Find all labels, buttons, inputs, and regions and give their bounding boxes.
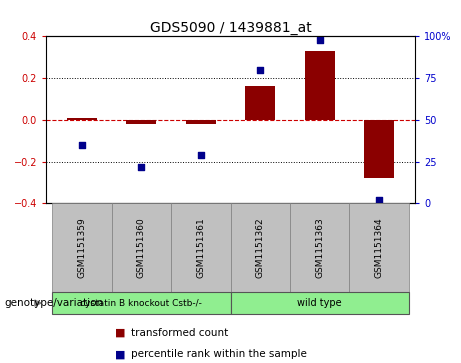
Point: [316, 37, 324, 42]
Text: GSM1151362: GSM1151362: [256, 217, 265, 278]
Bar: [186, 120, 216, 124]
Bar: [305, 51, 335, 120]
Text: GSM1151360: GSM1151360: [137, 217, 146, 278]
Point: [376, 197, 383, 203]
Point: [257, 67, 264, 73]
Text: transformed count: transformed count: [131, 327, 229, 338]
Bar: [245, 86, 275, 120]
Bar: [290, 203, 349, 292]
Bar: [230, 203, 290, 292]
Text: wild type: wild type: [297, 298, 342, 308]
Title: GDS5090 / 1439881_at: GDS5090 / 1439881_at: [150, 21, 311, 35]
Text: ■: ■: [115, 349, 126, 359]
Text: GSM1151359: GSM1151359: [77, 217, 86, 278]
Text: GSM1151364: GSM1151364: [375, 217, 384, 278]
Bar: [67, 118, 97, 120]
Bar: [126, 120, 156, 124]
Text: genotype/variation: genotype/variation: [5, 298, 104, 308]
Text: ■: ■: [115, 327, 126, 338]
Text: GSM1151361: GSM1151361: [196, 217, 205, 278]
Text: GSM1151363: GSM1151363: [315, 217, 324, 278]
Bar: [52, 203, 112, 292]
Point: [197, 152, 204, 158]
Bar: [171, 203, 230, 292]
Bar: [230, 292, 409, 314]
Point: [137, 164, 145, 170]
Bar: [364, 120, 394, 178]
Text: percentile rank within the sample: percentile rank within the sample: [131, 349, 307, 359]
Bar: [349, 203, 409, 292]
Text: cystatin B knockout Cstb-/-: cystatin B knockout Cstb-/-: [80, 299, 202, 307]
Bar: [52, 292, 230, 314]
Bar: [112, 203, 171, 292]
Point: [78, 142, 85, 148]
